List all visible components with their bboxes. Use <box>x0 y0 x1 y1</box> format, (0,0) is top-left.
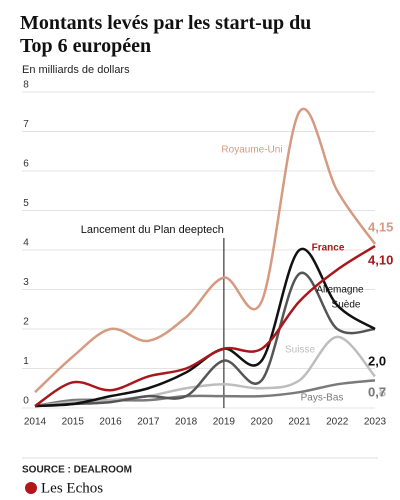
line <box>34 247 376 408</box>
series-label: Royaume-Uni <box>221 145 282 156</box>
x-tick-label: 2023 <box>364 417 387 428</box>
value-label: 4,15 <box>368 219 393 234</box>
source: SOURCE : DEALROOM <box>22 465 132 476</box>
logo: Les Echos <box>41 480 103 496</box>
line <box>34 244 376 408</box>
y-tick-label: 2 <box>23 317 29 328</box>
line <box>34 271 376 408</box>
x-tick-label: 2019 <box>213 417 236 428</box>
x-tick-label: 2017 <box>137 417 160 428</box>
y-tick-label: 8 <box>23 80 29 91</box>
y-tick-label: 3 <box>23 277 29 288</box>
x-tick-label: 2016 <box>99 417 122 428</box>
line <box>34 107 377 394</box>
series-label: Suisse <box>285 345 315 356</box>
y-tick-label: 1 <box>23 356 29 367</box>
y-tick-label: 5 <box>23 198 29 209</box>
series-label: France <box>312 243 345 254</box>
x-tick-label: 2018 <box>175 417 198 428</box>
x-tick-label: 2020 <box>251 417 274 428</box>
series-label: Suède <box>332 300 361 311</box>
series-label: Allemagne <box>316 285 364 296</box>
x-tick-label: 2015 <box>62 417 85 428</box>
value-label: 2,0 <box>368 353 386 368</box>
series-label: Pays-Bas <box>301 393 344 404</box>
annotation: Lancement du Plan deeptech <box>81 224 224 236</box>
x-tick-label: 2022 <box>326 417 349 428</box>
logo-icon <box>25 482 37 494</box>
chart-subtitle: En milliards de dollars <box>22 64 130 76</box>
y-tick-label: 0 <box>23 396 29 407</box>
x-tick-label: 2014 <box>24 417 47 428</box>
y-tick-label: 7 <box>23 119 29 130</box>
value-label: 4,10 <box>368 252 393 267</box>
chart-title: Montants levés par les start-up du Top 6… <box>20 12 312 57</box>
x-tick-label: 2021 <box>288 417 311 428</box>
y-tick-label: 4 <box>23 238 29 249</box>
value-label: 0,8 <box>368 384 386 399</box>
y-tick-label: 6 <box>23 159 29 170</box>
value-label: 0,7 <box>368 384 386 399</box>
